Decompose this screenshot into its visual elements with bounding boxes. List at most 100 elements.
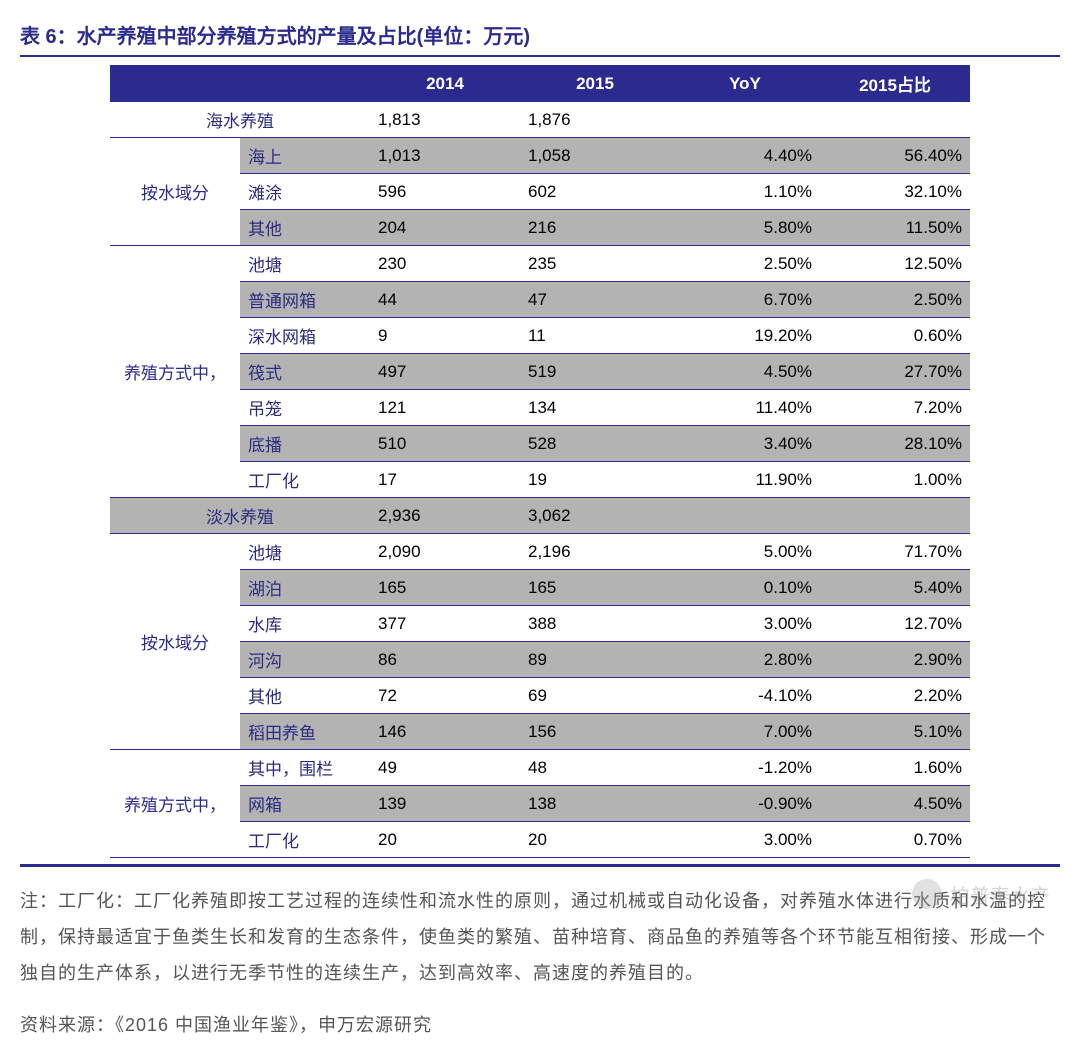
cell: 165 [520, 570, 670, 606]
cell: 7.20% [820, 390, 970, 426]
cell: 3.00% [670, 606, 820, 642]
row-group: 按水域分 [110, 534, 240, 750]
cell: 1,876 [520, 102, 670, 138]
cell: 56.40% [820, 138, 970, 174]
row-group: 按水域分 [110, 138, 240, 246]
cell: 12.70% [820, 606, 970, 642]
cell: 20 [370, 822, 520, 858]
cell: 1.10% [670, 174, 820, 210]
cell: 11.40% [670, 390, 820, 426]
cell: 0.60% [820, 318, 970, 354]
row-label: 其他 [240, 210, 370, 246]
cell: 3,062 [520, 498, 670, 534]
cell: 230 [370, 246, 520, 282]
cell: 7.00% [670, 714, 820, 750]
cell: 48 [520, 750, 670, 786]
cell: 2.50% [820, 282, 970, 318]
cell [670, 102, 820, 138]
table-row: 按水域分海上1,0131,0584.40%56.40% [110, 138, 970, 174]
cell: 216 [520, 210, 670, 246]
row-label: 深水网箱 [240, 318, 370, 354]
cell: 69 [520, 678, 670, 714]
table-row: 按水域分池塘2,0902,1965.00%71.70% [110, 534, 970, 570]
row-group: 养殖方式中， [110, 246, 240, 498]
row-label: 吊笼 [240, 390, 370, 426]
cell: 6.70% [670, 282, 820, 318]
cell: -4.10% [670, 678, 820, 714]
cell: 19.20% [670, 318, 820, 354]
col-yoy: YoY [670, 65, 820, 102]
cell: 1.00% [820, 462, 970, 498]
watermark-text: 柏普泰水产 [950, 880, 1050, 909]
table-title: 表 6：水产养殖中部分养殖方式的产量及占比(单位：万元) [20, 20, 1060, 57]
cell: 2.20% [820, 678, 970, 714]
cell: 20 [520, 822, 670, 858]
row-label: 网箱 [240, 786, 370, 822]
cell: 2,090 [370, 534, 520, 570]
cell: 86 [370, 642, 520, 678]
col-2014: 2014 [370, 65, 520, 102]
cell: 1.60% [820, 750, 970, 786]
cell: 510 [370, 426, 520, 462]
cell: 377 [370, 606, 520, 642]
cell: 602 [520, 174, 670, 210]
cell: 2,196 [520, 534, 670, 570]
cell: 497 [370, 354, 520, 390]
row-label: 池塘 [240, 534, 370, 570]
col-blank2 [240, 65, 370, 102]
table-row: 养殖方式中，其中，围栏4948-1.20%1.60% [110, 750, 970, 786]
cell: 47 [520, 282, 670, 318]
cell: 134 [520, 390, 670, 426]
col-2015: 2015 [520, 65, 670, 102]
cell: 89 [520, 642, 670, 678]
cell: 3.00% [670, 822, 820, 858]
row-label: 底播 [240, 426, 370, 462]
cell: 165 [370, 570, 520, 606]
section-label: 海水养殖 [110, 102, 370, 138]
cell: 4.50% [820, 786, 970, 822]
cell: 28.10% [820, 426, 970, 462]
cell: 528 [520, 426, 670, 462]
row-label: 湖泊 [240, 570, 370, 606]
cell: 11.50% [820, 210, 970, 246]
aquaculture-table: 2014 2015 YoY 2015占比 海水养殖1,8131,876按水域分海… [110, 65, 970, 858]
row-group: 养殖方式中， [110, 750, 240, 858]
cell: 156 [520, 714, 670, 750]
cell: 19 [520, 462, 670, 498]
section-label: 淡水养殖 [110, 498, 370, 534]
cell: 27.70% [820, 354, 970, 390]
table-row: 海水养殖1,8131,876 [110, 102, 970, 138]
row-label: 池塘 [240, 246, 370, 282]
cell: 0.10% [670, 570, 820, 606]
cell: 1,013 [370, 138, 520, 174]
cell: 139 [370, 786, 520, 822]
cell: 2,936 [370, 498, 520, 534]
cell: 4.50% [670, 354, 820, 390]
row-label: 水库 [240, 606, 370, 642]
row-label: 筏式 [240, 354, 370, 390]
cell: 9 [370, 318, 520, 354]
cell: 5.00% [670, 534, 820, 570]
row-label: 河沟 [240, 642, 370, 678]
cell: 121 [370, 390, 520, 426]
cell: 5.10% [820, 714, 970, 750]
cell: 1,058 [520, 138, 670, 174]
wechat-icon [912, 879, 942, 909]
cell: 596 [370, 174, 520, 210]
cell: 2.50% [670, 246, 820, 282]
cell [670, 498, 820, 534]
cell: 138 [520, 786, 670, 822]
cell [820, 102, 970, 138]
cell: -0.90% [670, 786, 820, 822]
cell: 49 [370, 750, 520, 786]
cell: 519 [520, 354, 670, 390]
cell: 0.70% [820, 822, 970, 858]
cell: 235 [520, 246, 670, 282]
cell: 146 [370, 714, 520, 750]
row-label: 滩涂 [240, 174, 370, 210]
watermark: 柏普泰水产 [912, 879, 1050, 909]
row-label: 其他 [240, 678, 370, 714]
cell: 11 [520, 318, 670, 354]
cell: 1,813 [370, 102, 520, 138]
cell: 4.40% [670, 138, 820, 174]
